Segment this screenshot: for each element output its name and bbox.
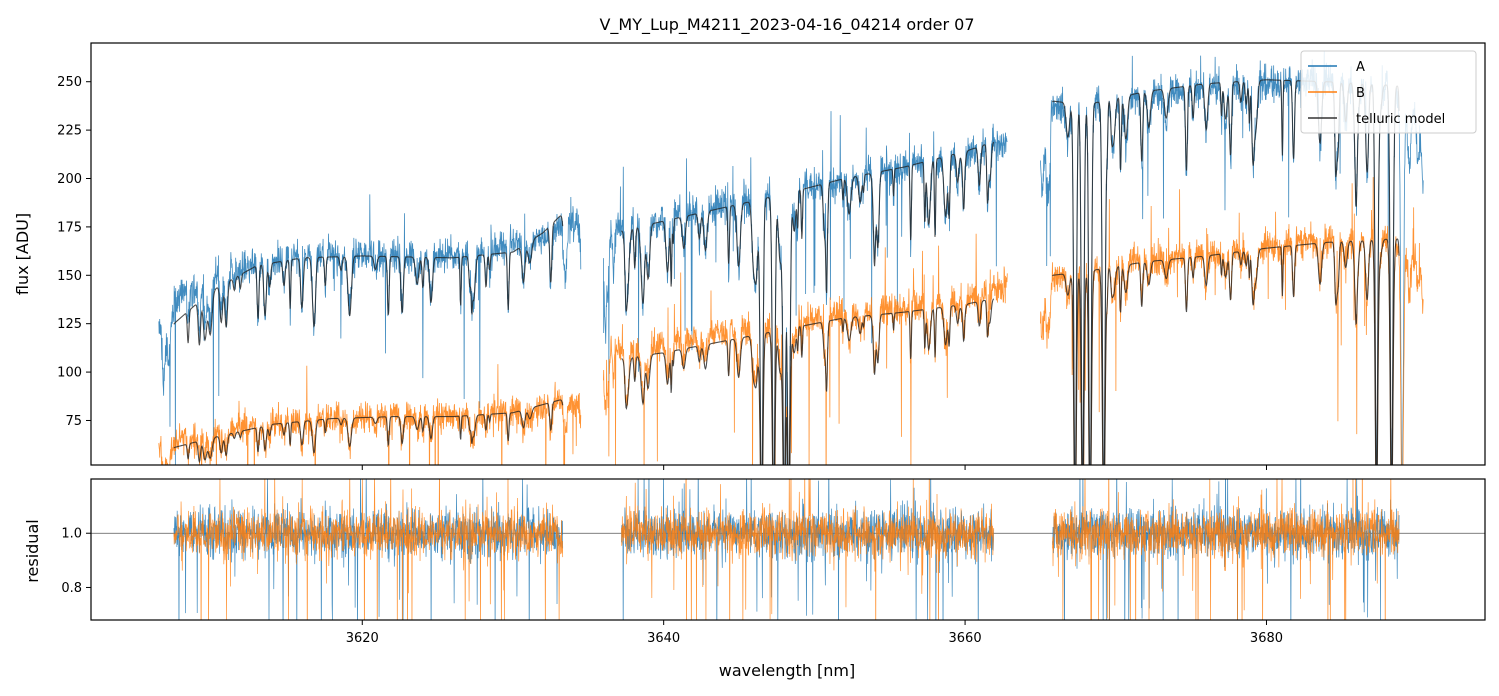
legend-label-b: B [1356, 86, 1365, 101]
residual-y-tick-label: 1.0 [61, 527, 82, 542]
residual-b-segment-3 [1052, 479, 1400, 620]
flux-axes-frame [90, 42, 1486, 466]
flux-y-tick-label: 150 [57, 269, 82, 284]
flux-y-tick-label: 125 [57, 317, 82, 332]
x-tick-label: 3620 [346, 631, 379, 646]
telluric-model-a-segment-2 [621, 141, 995, 465]
flux-y-tick-label: 175 [57, 220, 82, 235]
legend-label-a: A [1356, 60, 1365, 75]
telluric-model-a-segment-1 [173, 215, 564, 346]
residual-plot-area [91, 479, 1485, 620]
flux-y-ticks: 75 100 125 150 175 200 225 250 [57, 75, 91, 429]
x-tick-label: 3640 [647, 631, 680, 646]
flux-y-tick-label: 75 [65, 414, 82, 429]
residual-b-segment-2 [621, 479, 995, 620]
residual-panel: 0.8 1.0 3620 3640 3660 3680 residual [23, 478, 1486, 646]
residual-axes-frame [90, 478, 1486, 621]
legend-label-model: telluric model [1356, 112, 1445, 127]
residual-y-tick-label: 0.8 [61, 581, 82, 596]
residual-b-segment-1 [173, 479, 564, 620]
flux-y-tick-label: 200 [57, 172, 82, 187]
legend-box [1300, 50, 1477, 134]
telluric-model-b-segment-3 [1052, 238, 1400, 465]
residual-x-ticks: 3620 3640 3660 3680 [346, 620, 1283, 646]
spectrum-b-segment-3 [1040, 177, 1424, 465]
flux-y-tick-label: 100 [57, 366, 82, 381]
x-tick-label: 3680 [1250, 631, 1283, 646]
chart-title: V_MY_Lup_M4211_2023-04-16_04214 order 07 [599, 15, 974, 35]
x-axis-label: wavelength [nm] [719, 661, 856, 680]
flux-y-axis-label: flux [ADU] [13, 213, 32, 295]
telluric-model-b-segment-2 [621, 298, 995, 465]
legend: A B telluric model [1300, 50, 1477, 134]
spectrum-b-segment-1 [158, 364, 582, 465]
flux-y-tick-label: 225 [57, 124, 82, 139]
residual-y-ticks: 0.8 1.0 [61, 527, 91, 596]
flux-y-tick-label: 250 [57, 75, 82, 90]
flux-x-ticks [361, 465, 1267, 470]
x-tick-label: 3660 [949, 631, 982, 646]
telluric-model-b-segment-1 [173, 399, 564, 464]
residual-y-axis-label: residual [23, 519, 42, 582]
